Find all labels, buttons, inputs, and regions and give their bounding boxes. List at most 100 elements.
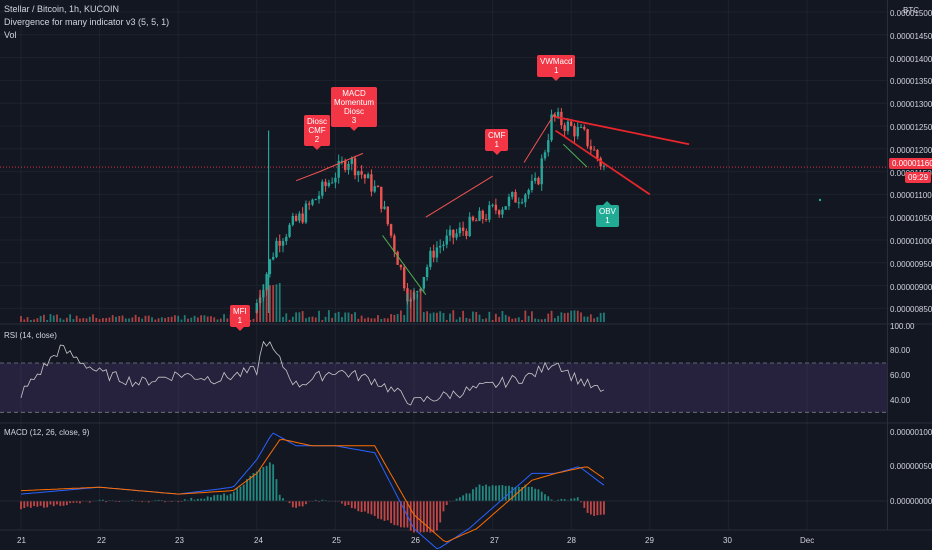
price-tick: 0.00001400 [890, 55, 932, 64]
volume-bar [347, 312, 350, 322]
macd-histogram-bar [219, 494, 222, 501]
macd-histogram-bar [521, 487, 523, 501]
volume-bar [108, 317, 111, 322]
macd-histogram-bar [232, 491, 235, 501]
macd-histogram-bar [301, 501, 304, 507]
volume-bar [396, 313, 399, 322]
macd-histogram-bar [370, 501, 373, 515]
volume-bar [301, 311, 304, 322]
volume-bar [33, 319, 35, 322]
macd-histogram-bar [177, 501, 180, 503]
macd-histogram-bar [363, 501, 366, 512]
volume-bar [324, 316, 327, 322]
candle-body [550, 114, 553, 141]
macd-histogram-bar [262, 467, 265, 501]
macd-histogram-bar [252, 473, 255, 501]
volume-bar [187, 318, 189, 322]
volume-bar [465, 317, 468, 322]
divergence-tag: MACD Momentum Diosc 3 [331, 87, 378, 131]
macd-histogram-bar [475, 487, 478, 501]
macd-histogram-bar [357, 501, 360, 512]
rsi-line [20, 340, 605, 406]
volume-bar [52, 315, 55, 322]
macd-line [20, 432, 605, 550]
volume-bar [311, 316, 314, 322]
candle-body [583, 126, 586, 130]
volume-bar [216, 319, 219, 322]
candle-body [527, 189, 530, 195]
volume-bar [82, 318, 85, 322]
volume-bar [121, 315, 124, 322]
candle-body [383, 206, 386, 209]
candle-body [327, 182, 331, 186]
macd-histogram-bar [213, 495, 216, 501]
volume-bar [580, 312, 582, 322]
macd-histogram-bar [586, 501, 589, 513]
volume-bar [478, 314, 481, 322]
volume-bar [62, 319, 65, 322]
macd-histogram-bar [59, 501, 62, 506]
divergence-tag: MFI 1 [230, 305, 250, 331]
macd-histogram-bar [26, 501, 29, 507]
time-tick: 23 [175, 536, 184, 545]
rsi-tick: 60.00 [890, 371, 911, 380]
volume-bar [498, 316, 501, 322]
volume-bar [196, 317, 199, 322]
macd-histogram-bar [314, 499, 317, 501]
macd-histogram-bar [478, 484, 481, 501]
volume-bar [164, 318, 166, 322]
countdown-badge: 09:29 [905, 172, 932, 183]
macd-histogram-bar [603, 501, 605, 515]
volume-bar [426, 311, 428, 322]
rsi-tick: 40.00 [890, 396, 911, 405]
macd-histogram-bar [406, 501, 409, 528]
macd-histogram-bar [216, 494, 219, 501]
volume-bar [481, 319, 484, 322]
volume-bar [403, 314, 406, 322]
candle-body [533, 177, 537, 181]
macd-histogram-bar [573, 498, 576, 501]
divergence-tag: Diosc CMF 2 [304, 115, 331, 150]
macd-histogram-bar [52, 501, 55, 507]
candle-body [422, 277, 426, 289]
candle-body [530, 180, 534, 190]
volume-bar [265, 288, 268, 322]
macd-histogram-bar [131, 499, 134, 501]
candle-body [458, 227, 462, 234]
candle-body [481, 210, 484, 220]
volume-bar [259, 289, 261, 322]
volume-bar [488, 311, 491, 322]
candle-body [350, 158, 353, 164]
candle-body [291, 215, 295, 225]
volume-bar [458, 317, 461, 322]
macd-histogram-bar [383, 501, 386, 521]
volume-bar [288, 319, 291, 322]
volume-bar [386, 318, 389, 322]
candle-body [592, 149, 596, 151]
divergence-line-bull [382, 235, 427, 296]
volume-bar [586, 316, 589, 322]
volume-bar [144, 315, 147, 322]
candle-body [504, 206, 507, 210]
macd-histogram-bar [147, 501, 150, 503]
macd-histogram-bar [75, 501, 78, 503]
volume-bar [527, 315, 530, 322]
price-tick: 0.00001000 [890, 237, 932, 246]
volume-bar [409, 289, 412, 322]
volume-bar [442, 312, 445, 322]
volume-bar [151, 317, 153, 322]
candle-body [301, 213, 304, 223]
macd-histogram-bar [445, 501, 448, 505]
volume-bar [429, 313, 432, 322]
price-tick: 0.00000850 [890, 305, 932, 314]
volume-bar [200, 315, 203, 322]
candle-body [553, 114, 557, 117]
macd-histogram-bar [275, 479, 278, 501]
divergence-tag: VWMacd 1 [537, 55, 576, 81]
volume-bar [278, 283, 281, 322]
candle-body [563, 125, 566, 131]
volume-bar [436, 312, 438, 322]
candle-body [471, 216, 475, 221]
candle-body [376, 186, 380, 188]
